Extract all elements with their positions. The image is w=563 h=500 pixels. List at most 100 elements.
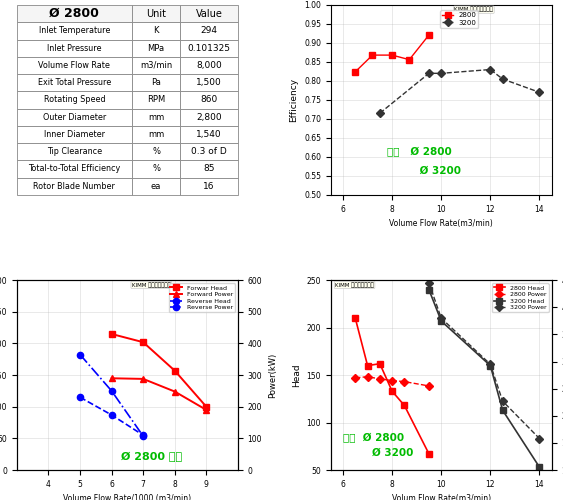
Text: Inlet Temperature: Inlet Temperature — [39, 26, 110, 36]
FancyBboxPatch shape — [180, 126, 238, 143]
Text: 2,800: 2,800 — [196, 112, 222, 122]
2800 Head — [352, 315, 359, 321]
2800 Power — [364, 374, 371, 380]
3200 Power — [487, 362, 494, 368]
Forward Power — [171, 388, 178, 394]
FancyBboxPatch shape — [180, 40, 238, 57]
Legend: 2800, 3200: 2800, 3200 — [440, 10, 479, 28]
2800 — [388, 52, 395, 58]
FancyBboxPatch shape — [180, 160, 238, 178]
3200 Head — [438, 318, 445, 324]
3200 Power — [499, 398, 506, 404]
FancyBboxPatch shape — [180, 22, 238, 40]
Line: Forward Power: Forward Power — [109, 375, 209, 413]
2800 Power — [388, 378, 395, 384]
FancyBboxPatch shape — [17, 22, 132, 40]
2800 Head — [364, 362, 371, 368]
3200 Head — [487, 362, 494, 368]
Text: Total-to-Total Efficiency: Total-to-Total Efficiency — [28, 164, 120, 173]
Y-axis label: Power(kW): Power(kW) — [268, 352, 277, 398]
Forwar Head — [108, 331, 115, 337]
Text: 1,500: 1,500 — [196, 78, 222, 87]
Forwar Head — [203, 404, 209, 409]
FancyBboxPatch shape — [180, 57, 238, 74]
FancyBboxPatch shape — [132, 92, 180, 108]
2800 — [369, 52, 376, 58]
3200 — [487, 66, 494, 72]
2800 Power — [377, 376, 383, 382]
Text: RPM: RPM — [147, 96, 166, 104]
3200 — [438, 70, 445, 76]
Forward Power — [203, 407, 209, 413]
FancyBboxPatch shape — [180, 74, 238, 92]
FancyBboxPatch shape — [180, 143, 238, 160]
FancyBboxPatch shape — [17, 74, 132, 92]
FancyBboxPatch shape — [17, 108, 132, 126]
FancyBboxPatch shape — [132, 160, 180, 178]
Text: 성능  Ø 2800: 성능 Ø 2800 — [343, 434, 404, 444]
FancyBboxPatch shape — [17, 5, 132, 22]
3200 — [536, 90, 543, 96]
Text: Ø 3200: Ø 3200 — [343, 448, 413, 458]
Text: 85: 85 — [203, 164, 215, 173]
3200 Head — [426, 286, 432, 292]
Text: Unit: Unit — [146, 8, 166, 18]
Line: 3200 Head: 3200 Head — [426, 286, 543, 470]
2800 — [406, 56, 413, 62]
Line: Forwar Head: Forwar Head — [109, 331, 209, 410]
FancyBboxPatch shape — [17, 178, 132, 195]
FancyBboxPatch shape — [180, 178, 238, 195]
2800 — [426, 32, 432, 38]
Line: 3200: 3200 — [377, 67, 542, 116]
FancyBboxPatch shape — [132, 22, 180, 40]
Reverse Head — [140, 432, 146, 438]
Text: 0.3 of D: 0.3 of D — [191, 147, 227, 156]
3200 Power — [426, 280, 432, 286]
Text: Pa: Pa — [151, 78, 161, 87]
X-axis label: Volume Flow Rate/1000 (m3/min): Volume Flow Rate/1000 (m3/min) — [63, 494, 191, 500]
2800 Power — [426, 383, 432, 389]
Text: K: K — [153, 26, 159, 36]
Text: 효율   Ø 2800: 효율 Ø 2800 — [387, 147, 452, 157]
Text: Tip Clearance: Tip Clearance — [47, 147, 102, 156]
Text: Inlet Pressure: Inlet Pressure — [47, 44, 101, 52]
Text: Value: Value — [196, 8, 222, 18]
Text: mm: mm — [148, 112, 164, 122]
Reverse Power — [108, 388, 115, 394]
3200 Head — [499, 407, 506, 413]
3200 Power — [536, 436, 543, 442]
FancyBboxPatch shape — [180, 108, 238, 126]
Text: Ø 2800 성능: Ø 2800 성능 — [121, 452, 182, 462]
FancyBboxPatch shape — [132, 74, 180, 92]
Text: ea: ea — [151, 182, 162, 190]
FancyBboxPatch shape — [132, 126, 180, 143]
FancyBboxPatch shape — [132, 40, 180, 57]
Text: 294: 294 — [200, 26, 218, 36]
Line: 2800 Power: 2800 Power — [352, 374, 432, 389]
Line: Reverse Power: Reverse Power — [77, 352, 146, 440]
X-axis label: Volum Flow Rate(m3/min): Volum Flow Rate(m3/min) — [392, 494, 491, 500]
3200 — [377, 110, 383, 116]
FancyBboxPatch shape — [180, 92, 238, 108]
Text: 0.101325: 0.101325 — [187, 44, 231, 52]
3200 Power — [438, 315, 445, 321]
Text: Ø 3200: Ø 3200 — [387, 166, 461, 176]
Legend: 2800 Head, 2800 Power, 3200 Head, 3200 Power: 2800 Head, 2800 Power, 3200 Head, 3200 P… — [492, 284, 548, 312]
3200 — [499, 76, 506, 82]
Legend: Forwar Head, Forward Power, Reverse Head, Reverse Power: Forwar Head, Forward Power, Reverse Head… — [168, 284, 235, 312]
FancyBboxPatch shape — [132, 57, 180, 74]
FancyBboxPatch shape — [17, 92, 132, 108]
FancyBboxPatch shape — [132, 108, 180, 126]
Text: 860: 860 — [200, 96, 218, 104]
2800 Head — [388, 388, 395, 394]
Line: Reverse Head: Reverse Head — [77, 394, 146, 438]
Text: KIMM 한국기계연구원: KIMM 한국기계연구원 — [132, 282, 171, 288]
FancyBboxPatch shape — [132, 178, 180, 195]
Text: Exit Total Pressure: Exit Total Pressure — [38, 78, 111, 87]
2800 Power — [352, 375, 359, 381]
Text: MPa: MPa — [148, 44, 165, 52]
Line: 3200 Power: 3200 Power — [426, 280, 543, 442]
Text: KIMM 한국기계연구원: KIMM 한국기계연구원 — [335, 282, 374, 288]
Text: Rotating Speed: Rotating Speed — [43, 96, 105, 104]
2800 Head — [426, 451, 432, 457]
